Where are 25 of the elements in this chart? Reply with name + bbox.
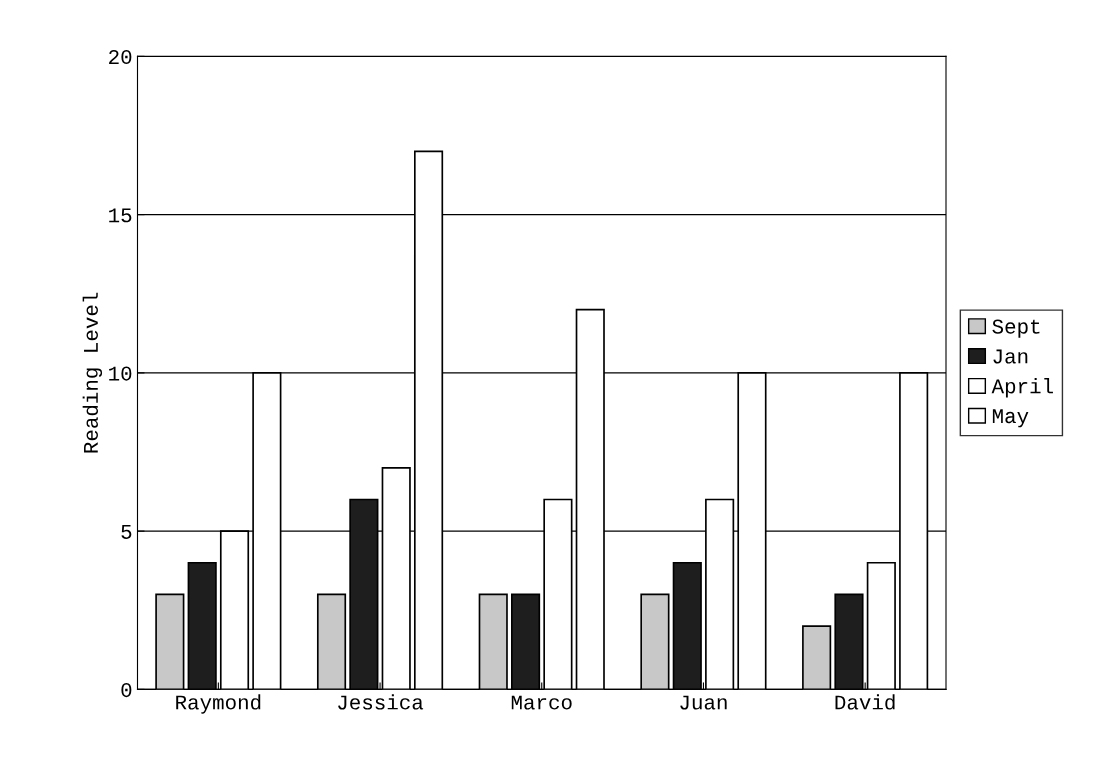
legend-label: Sept	[992, 319, 1040, 338]
y-axis-title: Reading Level	[82, 292, 103, 453]
y-tick-label: 0	[121, 683, 132, 698]
bar	[834, 593, 864, 690]
legend-label: May	[992, 409, 1029, 428]
legend-label: April	[991, 378, 1053, 398]
x-tick-label: Juan	[680, 695, 727, 710]
y-tick-label: 20	[109, 49, 132, 65]
legend-label: Jan	[993, 349, 1028, 364]
x-tick-label: David	[835, 694, 895, 710]
y-tick-label: 10	[109, 366, 132, 381]
bar	[316, 593, 347, 690]
x-tick-label: Jessica	[338, 694, 424, 710]
y-tick-label: 5	[121, 524, 132, 539]
y-tick-label: 15	[109, 208, 132, 223]
bar	[672, 561, 702, 690]
bar	[802, 625, 832, 690]
bar	[155, 593, 185, 690]
bar	[866, 561, 896, 690]
bar	[640, 593, 670, 690]
bar	[478, 593, 508, 690]
x-tick-label: Raymond	[176, 694, 261, 714]
bar	[511, 593, 541, 690]
bar	[187, 561, 217, 690]
x-tick-label: Marco	[511, 695, 572, 710]
